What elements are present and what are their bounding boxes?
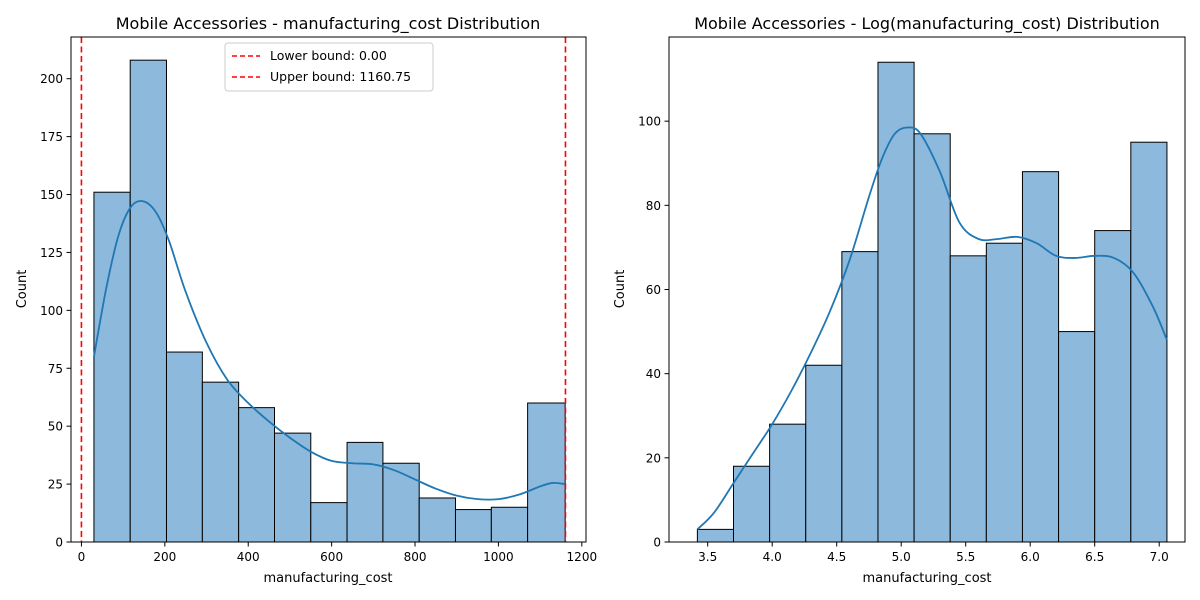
right-bar-8: [985, 242, 1023, 543]
left-x-tick-label: 600: [320, 550, 343, 564]
legend-box: [224, 42, 434, 92]
left-y-tick-label: 75: [48, 362, 63, 376]
right-bar-6: [913, 133, 951, 543]
right-y-tick-label: 40: [646, 367, 661, 381]
left-bar-6: [310, 502, 348, 543]
left-y-tick-label: 25: [48, 478, 63, 492]
left-bar-12: [527, 402, 566, 543]
left-bar-5: [274, 432, 312, 543]
left-x-tick-label: 1200: [567, 550, 598, 564]
right-y-tick-label: 60: [646, 283, 661, 297]
left-x-tick-label: 200: [153, 550, 176, 564]
left-x-tick-label: 0: [78, 550, 86, 564]
right-bar-2: [769, 423, 807, 543]
right-x-tick-label: 6.0: [1021, 550, 1040, 564]
left-bar-10: [454, 509, 492, 543]
left-reference-lines: [80, 37, 567, 542]
left-y-tick-label: 150: [40, 188, 63, 202]
left-y-tick-label: 100: [40, 304, 63, 318]
left-y-tick-label: 175: [40, 130, 63, 144]
left-plot-frame: [70, 36, 587, 543]
left-x-ticks: 0 200 400 600 800 1000 1200: [78, 542, 597, 564]
left-x-axis-label: manufacturing_cost: [263, 571, 392, 586]
left-y-axis-label: Count: [15, 270, 30, 309]
left-bar-3: [201, 381, 240, 543]
right-histogram-panel: Mobile Accessories - Log(manufacturing_c…: [613, 14, 1186, 586]
legend-upper-label: Upper bound: 1160.75: [270, 69, 411, 84]
right-y-ticks: 0 20 40 60 80 100: [638, 115, 669, 550]
right-bar-12: [1130, 141, 1168, 543]
left-bar-9: [418, 497, 456, 543]
right-bar-5: [877, 61, 915, 543]
right-x-tick-label: 4.0: [763, 550, 782, 564]
right-bar-10: [1058, 331, 1096, 543]
left-y-tick-label: 50: [48, 420, 63, 434]
right-kde: [696, 126, 1168, 531]
right-y-tick-label: 100: [638, 115, 661, 129]
legend-lower-label: Lower bound: 0.00: [270, 48, 387, 63]
left-y-tick-label: 0: [55, 536, 63, 550]
left-y-tick-label: 125: [40, 246, 63, 260]
right-y-tick-label: 80: [646, 199, 661, 213]
left-histogram-panel: Mobile Accessories - manufacturing_cost …: [15, 14, 597, 586]
left-bar-1: [129, 59, 167, 543]
right-x-tick-label: 4.5: [827, 550, 846, 564]
right-x-tick-label: 5.0: [892, 550, 911, 564]
left-x-tick-label: 800: [404, 550, 427, 564]
right-bar-11: [1094, 230, 1132, 543]
right-bar-7: [949, 255, 987, 543]
left-bars: [93, 59, 566, 543]
left-y-ticks: 0 25 50 75 100 125 150 175 200: [40, 72, 71, 550]
left-bar-8: [382, 462, 420, 543]
right-x-ticks: 3.5 4.0 4.5 5.0 5.5 6.0 6.5 7.0: [698, 542, 1169, 564]
right-kde-line: [696, 126, 1168, 531]
right-bar-1: [733, 465, 771, 543]
left-bar-7: [346, 441, 384, 543]
right-x-axis-label: manufacturing_cost: [862, 571, 991, 586]
left-bar-11: [490, 506, 529, 543]
left-legend: Lower bound: 0.00 Upper bound: 1160.75: [224, 42, 434, 92]
right-x-tick-label: 5.5: [956, 550, 975, 564]
right-bar-3: [805, 364, 843, 543]
left-chart-title: Mobile Accessories - manufacturing_cost …: [116, 14, 541, 34]
right-x-tick-label: 3.5: [698, 550, 717, 564]
right-bar-9: [1021, 171, 1060, 543]
left-x-tick-label: 400: [237, 550, 260, 564]
right-y-axis-label: Count: [613, 270, 628, 309]
right-bar-4: [841, 251, 879, 543]
left-kde: [93, 200, 566, 501]
right-bars: [696, 61, 1168, 543]
left-x-tick-label: 1000: [483, 550, 514, 564]
left-bar-0: [93, 191, 131, 543]
right-y-tick-label: 20: [646, 451, 661, 465]
right-y-tick-label: 0: [653, 536, 661, 550]
left-bar-4: [238, 407, 275, 543]
left-y-tick-label: 200: [40, 72, 63, 86]
left-bar-2: [165, 351, 203, 543]
right-chart-title: Mobile Accessories - Log(manufacturing_c…: [694, 14, 1160, 34]
right-x-tick-label: 7.0: [1150, 550, 1169, 564]
right-x-tick-label: 6.5: [1085, 550, 1104, 564]
left-kde-line: [93, 200, 566, 501]
right-bar-0: [696, 528, 735, 543]
